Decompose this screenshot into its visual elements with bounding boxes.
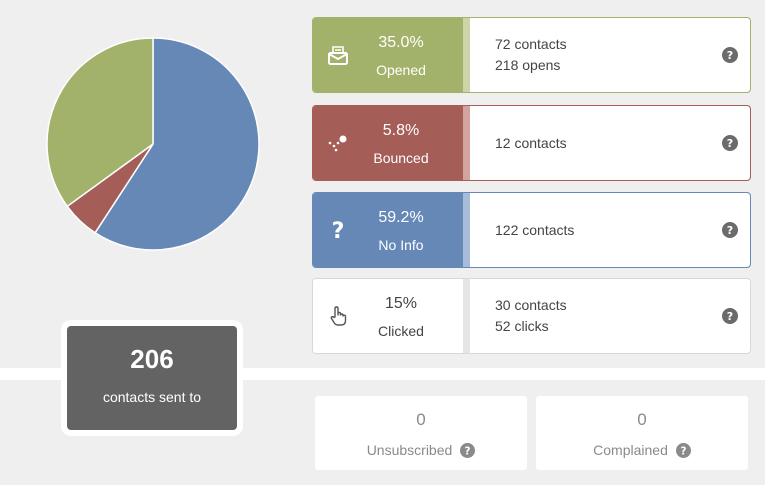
svg-text:?: ? bbox=[727, 310, 733, 323]
contacts-sent-label: contacts sent to bbox=[102, 389, 202, 405]
svg-text:?: ? bbox=[465, 445, 471, 457]
pie-slice-no-info bbox=[94, 37, 260, 251]
clicked-clicks: 52 clicks bbox=[495, 318, 549, 334]
svg-text:?: ? bbox=[727, 224, 733, 237]
question-mark-icon: ? bbox=[332, 219, 345, 241]
opened-strip bbox=[463, 18, 470, 92]
help-circle-icon[interactable]: ? bbox=[722, 308, 738, 324]
clicked-contacts: 30 contacts bbox=[495, 297, 567, 313]
clicked-percent: 15% bbox=[384, 295, 418, 312]
bounced-percent: 5.8% bbox=[382, 122, 420, 139]
opened-contacts: 72 contacts bbox=[495, 36, 567, 52]
svg-text:?: ? bbox=[680, 445, 686, 457]
help-circle-icon[interactable]: ? bbox=[722, 135, 738, 151]
clicked-stat-box[interactable]: 15% Clicked 30 contacts 52 clicks ? bbox=[312, 278, 751, 354]
opened-stat-summary: 35.0% Opened bbox=[313, 18, 463, 92]
complained-card: 0 Complained ? bbox=[536, 396, 748, 470]
bounced-stat-box[interactable]: 5.8% Bounced 12 contacts ? bbox=[312, 105, 751, 181]
bounced-strip bbox=[463, 106, 470, 180]
opened-stat-box[interactable]: 35.0% Opened 72 contacts 218 opens ? bbox=[312, 17, 751, 93]
opened-label: Opened bbox=[376, 62, 426, 78]
unsubscribed-count: 0 bbox=[416, 410, 426, 429]
help-circle-icon[interactable]: ? bbox=[722, 47, 738, 63]
complained-label: Complained bbox=[593, 442, 668, 458]
noinfo-strip bbox=[463, 193, 470, 267]
bounce-icon bbox=[328, 135, 347, 152]
pointer-hand-icon bbox=[330, 306, 347, 326]
help-circle-icon[interactable]: ? bbox=[675, 442, 691, 458]
svg-text:?: ? bbox=[727, 49, 733, 62]
svg-text:?: ? bbox=[332, 219, 345, 241]
opened-opens: 218 opens bbox=[495, 57, 561, 73]
bounced-contacts: 12 contacts bbox=[495, 134, 567, 151]
noinfo-stat-box[interactable]: ? 59.2% No Info 122 contacts ? bbox=[312, 192, 751, 268]
help-circle-icon[interactable]: ? bbox=[722, 222, 738, 238]
noinfo-stat-summary: ? 59.2% No Info bbox=[313, 193, 463, 267]
pie-slice-opened bbox=[46, 37, 154, 208]
opened-percent: 35.0% bbox=[378, 34, 424, 51]
open-envelope-icon bbox=[328, 46, 348, 65]
help-circle-icon[interactable]: ? bbox=[460, 442, 476, 458]
clicked-strip bbox=[463, 279, 470, 353]
contacts-sent-card: 206 contacts sent to bbox=[61, 320, 243, 436]
opens-pie-chart bbox=[46, 37, 260, 251]
clicked-label: Clicked bbox=[378, 323, 424, 339]
clicked-stat-summary: 15% Clicked bbox=[313, 279, 463, 353]
bounced-stat-summary: 5.8% Bounced bbox=[313, 106, 463, 180]
unsubscribed-label: Unsubscribed bbox=[366, 442, 453, 458]
unsubscribed-card: 0 Unsubscribed ? bbox=[315, 396, 527, 470]
complained-count: 0 bbox=[637, 410, 647, 429]
bounced-label: Bounced bbox=[373, 150, 429, 166]
contacts-sent-count: 206 bbox=[130, 344, 174, 374]
noinfo-label: No Info bbox=[378, 237, 424, 253]
svg-text:?: ? bbox=[727, 137, 733, 150]
noinfo-percent: 59.2% bbox=[378, 209, 424, 226]
noinfo-contacts: 122 contacts bbox=[495, 221, 575, 238]
